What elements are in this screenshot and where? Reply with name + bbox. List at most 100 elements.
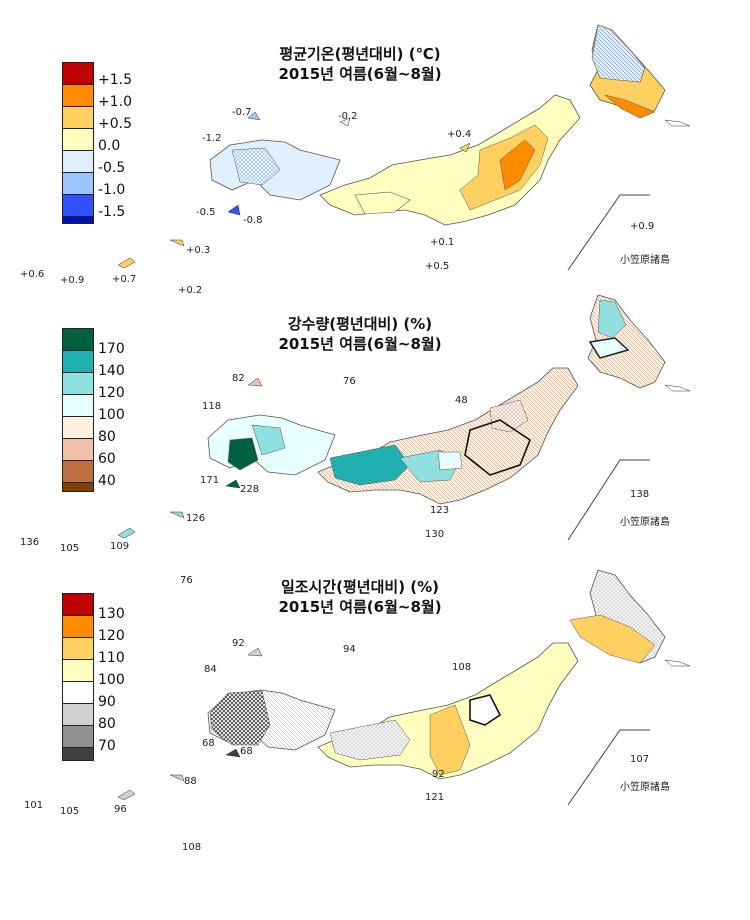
region-label: 138: [630, 489, 650, 500]
legend-label: 170: [98, 341, 125, 357]
legend-label: +1.0: [98, 94, 132, 110]
region-label: 82: [232, 373, 245, 384]
legend-swatch: [62, 681, 94, 704]
legend-label: 100: [98, 672, 125, 688]
region-label: -0.5: [196, 207, 216, 218]
region-label: 107: [630, 754, 650, 765]
japan-map-sunshine: [117, 569, 691, 806]
region-label: +0.1: [430, 237, 455, 248]
legend-swatch: [62, 593, 94, 616]
legend-swatch: [62, 350, 94, 373]
map-title: 평균기온(평년대비) (℃) 2015년 여름(6월~8월): [230, 44, 490, 84]
legend-label: -1.5: [98, 204, 126, 220]
region-label: 101: [24, 800, 44, 811]
region-label: 105: [60, 806, 80, 817]
legend-swatch: [62, 438, 94, 461]
region-label: 84: [204, 664, 217, 675]
region-label: -1.2: [202, 133, 222, 144]
legend-label: 40: [98, 473, 116, 489]
japan-map-precipitation: [117, 294, 691, 541]
legend-label: -1.0: [98, 182, 126, 198]
japan-map-temperature: [117, 24, 691, 271]
title-line-1: 강수량(평년대비) (%): [287, 315, 433, 333]
legend-swatch: [62, 84, 94, 107]
legend-label: 70: [98, 738, 116, 754]
legend-swatch: [62, 482, 94, 492]
legend-label: +1.5: [98, 72, 132, 88]
region-label: 171: [200, 475, 220, 486]
region-label: 76: [343, 376, 356, 387]
legend-label: 0.0: [98, 138, 121, 154]
map-title: 강수량(평년대비) (%) 2015년 여름(6월~8월): [230, 314, 490, 354]
region-label: 92: [232, 638, 245, 649]
legend-label: 120: [98, 628, 125, 644]
legend-swatch: [62, 416, 94, 439]
map-title: 일조시간(평년대비) (%) 2015년 여름(6월~8월): [230, 577, 490, 617]
region-label: 130: [425, 529, 445, 540]
legend-label: 100: [98, 407, 125, 423]
legend-swatch: [62, 394, 94, 417]
region-label: 228: [240, 484, 260, 495]
region-label: 88: [184, 776, 197, 787]
legend-swatch: [62, 62, 94, 85]
legend-swatch: [62, 637, 94, 660]
region-label: +0.7: [112, 274, 137, 285]
legend-swatch: [62, 725, 94, 748]
legend-swatch: [62, 372, 94, 395]
legend-label: -0.5: [98, 160, 126, 176]
title-line-1: 평균기온(평년대비) (℃): [279, 45, 441, 63]
legend-swatch: [62, 615, 94, 638]
region-label: 109: [110, 541, 130, 552]
legend-swatch: [62, 703, 94, 726]
legend-swatch: [62, 194, 94, 217]
legend-swatch: [62, 328, 94, 351]
region-label: +0.2: [178, 285, 203, 296]
title-line-2: 2015년 여름(6월~8월): [278, 65, 442, 83]
region-label: +0.9: [60, 275, 85, 286]
region-label: -0.7: [232, 107, 252, 118]
region-label: 126: [186, 513, 206, 524]
legend-label: +0.5: [98, 116, 132, 132]
legend-swatch: [62, 106, 94, 129]
legend-swatch: [62, 659, 94, 682]
panel-precipitation: 강수량(평년대비) (%) 2015년 여름(6월~8월) 170 140 12…: [0, 290, 750, 586]
region-label: 118: [202, 401, 222, 412]
region-label: 108: [452, 662, 472, 673]
legend-label: 120: [98, 385, 125, 401]
title-line-1: 일조시간(평년대비) (%): [280, 578, 440, 596]
panel-temperature: 평균기온(평년대비) (℃) 2015년 여름(6월~8월) +1.5 +1.0…: [0, 0, 750, 296]
region-label: +0.3: [186, 245, 211, 256]
legend-swatch: [62, 128, 94, 151]
legend-label: 90: [98, 694, 116, 710]
legend-label: 110: [98, 650, 125, 666]
legend-label: 80: [98, 716, 116, 732]
legend-label: 60: [98, 451, 116, 467]
region-label: 92: [432, 769, 445, 780]
region-label: 108: [182, 842, 202, 853]
title-line-2: 2015년 여름(6월~8월): [278, 335, 442, 353]
ogasawara-label: 小笠原諸島: [620, 782, 670, 793]
region-label: 136: [20, 537, 40, 548]
region-label: 123: [430, 505, 450, 516]
region-label: -0.2: [338, 111, 358, 122]
region-label: -0.8: [243, 215, 263, 226]
region-label: +0.5: [425, 261, 450, 272]
legend-swatch: [62, 460, 94, 483]
title-line-2: 2015년 여름(6월~8월): [278, 598, 442, 616]
legend-label: 80: [98, 429, 116, 445]
region-label: 96: [114, 804, 127, 815]
legend-label: 130: [98, 606, 125, 622]
region-label: 76: [180, 575, 193, 586]
panel-sunshine: 일조시간(평년대비) (%) 2015년 여름(6월~8월) 130 120 1…: [0, 565, 750, 855]
legend-swatch: [62, 747, 94, 761]
legend-swatch: [62, 172, 94, 195]
region-label: 68: [240, 746, 253, 757]
region-label: +0.6: [20, 269, 45, 280]
region-label: 105: [60, 543, 80, 554]
legend-swatch: [62, 216, 94, 224]
region-label: 94: [343, 644, 356, 655]
region-label: +0.4: [447, 129, 472, 140]
region-label: +0.9: [630, 221, 655, 232]
region-label: 48: [455, 395, 468, 406]
region-label: 121: [425, 792, 445, 803]
